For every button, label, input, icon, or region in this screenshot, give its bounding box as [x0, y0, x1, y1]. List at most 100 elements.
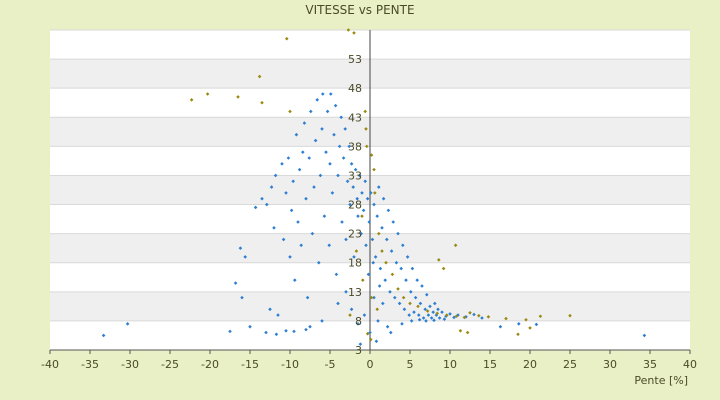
- data-point: [441, 266, 446, 271]
- x-tick-label: -35: [81, 358, 99, 371]
- data-point: [420, 284, 424, 288]
- data-point: [369, 337, 373, 342]
- data-point: [390, 272, 395, 277]
- data-point: [286, 156, 291, 160]
- data-point: [363, 179, 367, 184]
- data-point: [372, 295, 376, 300]
- data-point: [435, 311, 439, 316]
- data-point: [377, 185, 381, 189]
- data-point: [333, 103, 338, 108]
- data-point: [315, 98, 319, 102]
- data-point: [429, 316, 434, 320]
- data-point: [428, 304, 432, 309]
- data-point: [348, 313, 352, 317]
- x-tick-label: 30: [603, 358, 617, 371]
- data-point: [369, 153, 374, 157]
- x-tick-label: 5: [407, 358, 414, 371]
- data-point: [353, 167, 358, 172]
- data-point: [426, 313, 431, 317]
- data-point: [424, 319, 428, 323]
- data-point: [344, 290, 348, 294]
- data-point: [289, 208, 294, 213]
- data-point: [328, 162, 332, 166]
- data-point: [365, 144, 369, 149]
- x-tick-label: 0: [367, 358, 374, 371]
- data-point: [320, 319, 324, 323]
- data-point: [388, 290, 392, 294]
- data-point: [355, 196, 359, 201]
- data-point: [344, 237, 348, 242]
- data-point: [385, 324, 390, 329]
- data-point: [361, 208, 366, 213]
- x-tick-label: 20: [523, 358, 537, 371]
- y-tick-label: 3: [355, 344, 362, 357]
- data-point: [253, 205, 258, 210]
- data-point: [462, 315, 467, 320]
- data-point: [243, 255, 247, 259]
- data-point: [445, 313, 449, 317]
- data-point: [280, 162, 284, 166]
- data-point: [436, 307, 440, 312]
- data-point: [302, 121, 307, 125]
- data-point: [260, 100, 264, 105]
- data-point: [504, 316, 508, 321]
- data-point: [399, 266, 403, 271]
- y-tick-label: 8: [355, 315, 362, 328]
- data-point: [486, 315, 491, 319]
- data-point: [332, 132, 336, 137]
- x-tick-label: -15: [241, 358, 259, 371]
- data-point: [274, 332, 279, 337]
- data-point: [389, 330, 393, 335]
- data-point: [453, 243, 458, 248]
- data-point: [293, 278, 297, 282]
- data-point: [339, 115, 343, 120]
- data-point: [356, 214, 360, 218]
- data-point: [516, 332, 520, 337]
- data-point: [307, 156, 311, 160]
- data-point: [299, 243, 303, 248]
- data-point: [409, 319, 414, 323]
- data-point: [309, 109, 313, 114]
- y-tick-label: 43: [348, 111, 362, 124]
- data-point: [538, 314, 543, 319]
- data-point: [236, 95, 240, 99]
- data-point: [386, 208, 391, 213]
- x-axis-label: Pente [%]: [634, 374, 688, 387]
- data-point: [346, 28, 351, 32]
- data-point: [458, 329, 463, 333]
- data-point: [394, 260, 399, 265]
- data-point: [238, 246, 243, 250]
- data-point: [421, 316, 426, 320]
- data-point: [416, 304, 420, 309]
- data-point: [389, 249, 394, 253]
- data-point: [396, 287, 400, 291]
- y-tick-label: 53: [348, 53, 362, 66]
- data-point: [384, 260, 388, 265]
- data-point: [272, 226, 276, 230]
- data-point: [472, 312, 476, 317]
- data-point: [362, 313, 367, 317]
- data-point: [304, 327, 308, 332]
- data-point: [401, 243, 405, 248]
- data-point: [437, 258, 441, 262]
- data-point: [269, 185, 274, 189]
- data-point: [437, 316, 442, 320]
- x-tick-labels: -40 -35 -30 -25 -20 -15 -10 -5 0 5 10 15 20 25 30 35 40: [41, 358, 697, 371]
- data-point: [334, 272, 339, 277]
- data-point: [364, 127, 368, 131]
- y-tick-label: 13: [348, 286, 362, 299]
- data-point: [370, 237, 375, 242]
- x-tick-label: 25: [563, 358, 577, 371]
- data-point: [260, 196, 264, 201]
- data-point: [305, 295, 310, 300]
- y-tick-label: 18: [348, 257, 362, 270]
- data-point: [359, 231, 363, 236]
- x-tick-label: -40: [41, 358, 59, 371]
- data-point: [248, 324, 252, 329]
- chart-title: VITESSE vs PENTE: [305, 3, 414, 17]
- data-point: [372, 202, 376, 207]
- data-point: [296, 220, 300, 224]
- data-points: [101, 28, 647, 346]
- data-point: [373, 255, 378, 259]
